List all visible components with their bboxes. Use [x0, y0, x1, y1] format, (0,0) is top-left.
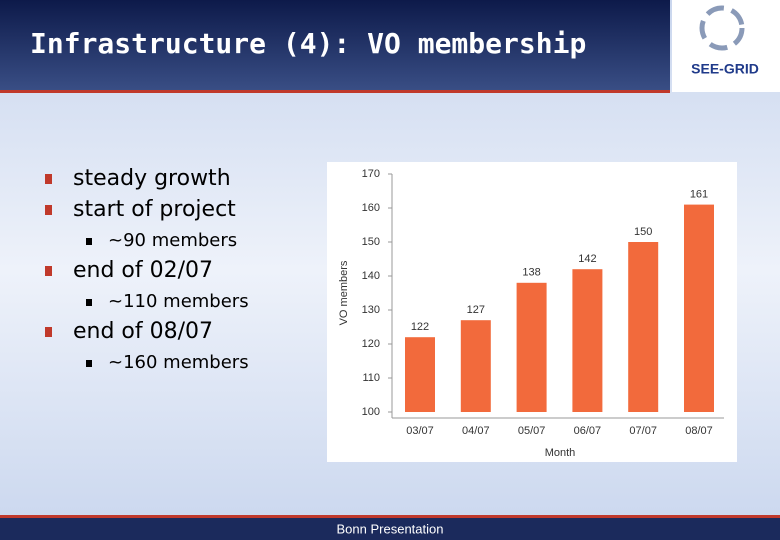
x-tick-label: 06/07 [574, 425, 602, 437]
y-tick-label: 160 [362, 202, 380, 214]
sub-bullet-text: ~90 members [108, 230, 237, 251]
data-label: 161 [690, 189, 708, 201]
x-tick-label: 05/07 [518, 425, 546, 437]
bar [628, 242, 659, 412]
slide-title: Infrastructure (4): VO membership [30, 27, 586, 60]
x-tick-label: 07/07 [629, 425, 657, 437]
sub-bullet-text: ~110 members [108, 291, 249, 312]
y-tick-label: 110 [362, 372, 380, 384]
data-label: 122 [411, 321, 429, 333]
title-bar [0, 0, 670, 92]
sub-bullet-marker [86, 238, 92, 245]
bullet-text: steady growth [73, 166, 231, 191]
y-axis-label: VO members [338, 260, 350, 325]
title-rule [0, 90, 670, 93]
footer-rule [0, 515, 780, 518]
y-tick-label: 100 [362, 406, 380, 418]
data-label: 150 [634, 226, 652, 238]
bullet-text: start of project [73, 197, 236, 222]
bullet-text: end of 02/07 [73, 258, 213, 283]
bullet-marker [45, 327, 52, 337]
bullet-marker [45, 174, 52, 184]
data-label: 142 [578, 253, 596, 265]
bar [460, 320, 491, 412]
x-tick-label: 04/07 [462, 425, 490, 437]
bullet-marker [45, 266, 52, 276]
footer-text: Bonn Presentation [337, 521, 444, 536]
y-tick-label: 170 [362, 168, 380, 180]
data-label: 127 [467, 304, 485, 316]
x-tick-label: 03/07 [406, 425, 434, 437]
y-tick-label: 140 [362, 270, 380, 282]
data-label: 138 [522, 267, 540, 279]
x-axis-label: Month [545, 447, 576, 459]
bullet-marker [45, 205, 52, 215]
sub-bullet-text: ~160 members [108, 352, 249, 373]
y-tick-label: 130 [362, 304, 380, 316]
bar [684, 204, 714, 412]
logo-text: SEE-GRID [691, 61, 759, 77]
sub-bullet-marker [86, 299, 92, 306]
logo-icon [699, 5, 745, 51]
sub-bullet-marker [86, 360, 92, 367]
footer-bar [0, 515, 780, 540]
bar [572, 269, 603, 412]
bar [405, 337, 435, 412]
y-tick-label: 150 [362, 236, 380, 248]
bullet-text: end of 08/07 [73, 319, 213, 344]
bar [516, 282, 547, 412]
x-tick-label: 08/07 [685, 425, 713, 437]
y-tick-label: 120 [362, 338, 380, 350]
